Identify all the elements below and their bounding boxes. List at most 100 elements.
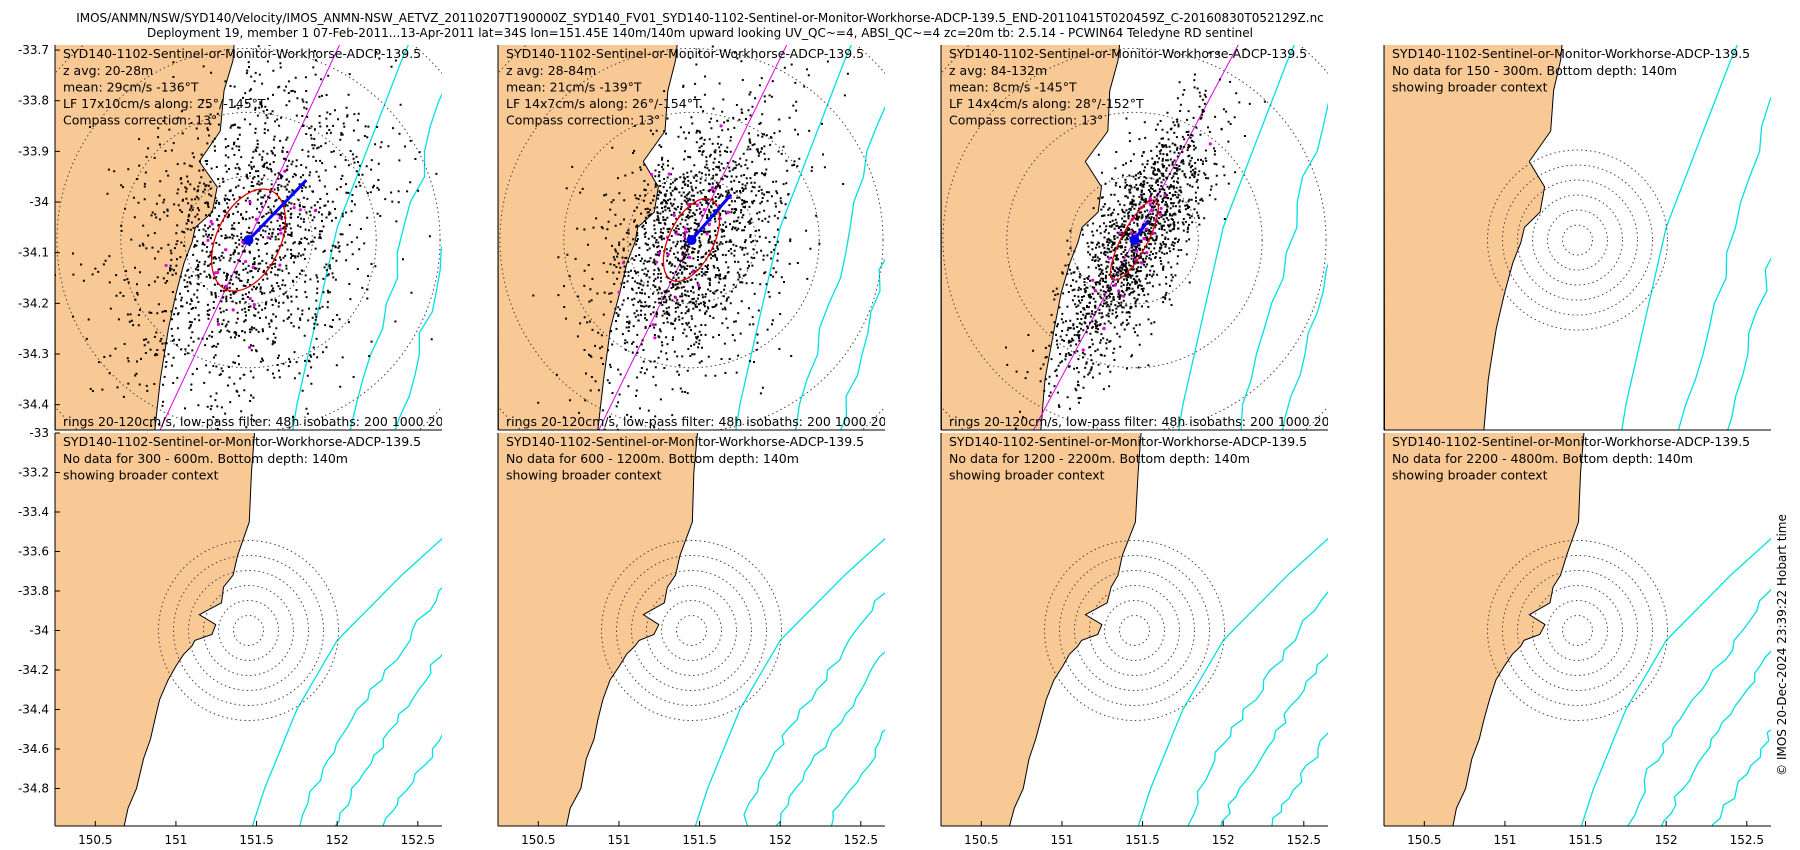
context-ring	[188, 569, 309, 691]
lf-point	[279, 231, 283, 235]
panel-footer: rings 20-120cm/s, low-pass filter: 48h i…	[506, 414, 938, 429]
panel-bottom-2: 150.5 151 151.5 152 152.5 SYD140-1102-Sentine…	[497, 433, 885, 847]
lf-point	[695, 203, 699, 207]
isobath	[829, 729, 885, 826]
panel-top-1: -33.7 -33.8 -33.9 -34 -34.1 -34.2 -34.3 -34.4 SY…	[18, 43, 442, 431]
lf-point	[1208, 142, 1212, 146]
isobath	[1727, 257, 1771, 430]
lf-point	[684, 230, 688, 234]
lf-point	[248, 200, 252, 204]
panel-info-line: showing broader context	[1392, 80, 1548, 95]
context-ring	[646, 584, 737, 676]
isobath	[1677, 96, 1771, 430]
panel-title: SYD140-1102-Sentinel-or-Monitor-Workhors…	[949, 434, 1307, 449]
speed-ring	[563, 111, 820, 369]
panel-top-4: SYD140-1102-Sentinel-or-Monitor-Workhors…	[1383, 45, 1771, 431]
panel-top-3: SYD140-1102-Sentinel-or-Monitor-Workhors…	[940, 45, 1328, 431]
lf-point	[1159, 206, 1163, 211]
panel-info-line: showing broader context	[949, 468, 1105, 483]
panel-info-line: LF 14x7cm/s along: 26°/-154°T	[506, 96, 701, 111]
lf-point	[657, 251, 661, 255]
land	[941, 433, 1142, 826]
speed-ring	[184, 175, 313, 305]
context-ring	[1547, 209, 1608, 271]
context-ring	[1059, 554, 1210, 706]
panel-title: SYD140-1102-Sentinel-or-Monitor-Workhors…	[1392, 46, 1750, 61]
panel-info-line: No data for 150 - 300m. Bottom depth: 14…	[1392, 63, 1677, 78]
lf-point	[1129, 231, 1134, 235]
y-tick-label: -33.9	[18, 144, 49, 158]
lf-point	[702, 208, 706, 212]
isobath	[774, 651, 885, 826]
isobath	[839, 258, 885, 430]
lf-point	[313, 208, 317, 213]
x-tick-label: 151	[1493, 833, 1516, 847]
lf-point	[1150, 209, 1154, 213]
isobath	[1240, 101, 1328, 430]
x-tick-label: 152	[1212, 833, 1235, 847]
panel-info-line: LF 17x10cm/s along: 25°/-145°T	[63, 96, 266, 111]
panel-title: SYD140-1102-Sentinel-or-Monitor-Workhors…	[506, 434, 864, 449]
lf-point	[209, 219, 213, 224]
land	[498, 433, 698, 826]
lf-point	[244, 259, 248, 264]
lf-point	[1158, 212, 1163, 217]
lf-point	[292, 206, 296, 210]
lf-point	[710, 187, 714, 191]
y-tick-label: -34.1	[18, 246, 49, 260]
x-tick-label: 152.5	[401, 833, 435, 847]
isobath	[334, 653, 442, 826]
isobath	[694, 537, 885, 826]
lf-point	[1113, 283, 1117, 287]
lf-point	[653, 336, 657, 340]
lf-point	[650, 172, 654, 177]
lf-point	[231, 308, 235, 312]
lf-point	[278, 216, 282, 220]
isobath	[349, 93, 442, 430]
speed-ring	[942, 48, 1327, 430]
lf-point	[216, 270, 220, 275]
context-ring	[1104, 599, 1165, 661]
isobath	[1627, 588, 1771, 826]
lf-point	[1091, 278, 1095, 282]
y-tick-label: -33.4	[18, 505, 49, 519]
lf-point	[672, 213, 676, 217]
land	[55, 433, 256, 826]
y-tick-label: -34.2	[18, 663, 49, 677]
lf-point	[705, 232, 709, 236]
lf-point	[1117, 289, 1121, 293]
land	[1384, 45, 1563, 430]
x-tick-label: 151.5	[1568, 833, 1602, 847]
lf-point	[278, 263, 282, 267]
lf-point	[696, 283, 701, 287]
lf-point	[667, 172, 671, 176]
context-ring	[1089, 584, 1180, 676]
panel-info-line: No data for 300 - 600m. Bottom depth: 14…	[63, 451, 348, 466]
panel-info-line: No data for 600 - 1200m. Bottom depth: 1…	[506, 451, 799, 466]
context-ring	[601, 539, 782, 721]
lf-point	[707, 222, 711, 227]
context-ring	[158, 539, 339, 721]
lf-point	[1081, 348, 1085, 352]
lf-point	[1163, 193, 1167, 197]
context-ring	[1532, 194, 1623, 286]
x-tick-label: 151.5	[1125, 833, 1159, 847]
y-tick-label: -34.3	[18, 347, 49, 361]
lf-point	[683, 226, 687, 230]
x-tick-label: 151	[607, 833, 630, 847]
panel-info-line: Compass correction: 13°	[506, 113, 660, 128]
context-ring	[233, 614, 264, 646]
panel-info-line: showing broader context	[63, 468, 219, 483]
context-ring	[616, 554, 767, 706]
isobath	[1270, 732, 1328, 826]
context-ring	[1487, 539, 1668, 721]
lf-point	[1107, 256, 1111, 260]
x-tick-label: 150.5	[78, 833, 112, 847]
lf-point	[654, 260, 659, 264]
context-ring	[1074, 569, 1195, 691]
isobath	[251, 537, 442, 826]
lf-point	[216, 322, 221, 326]
scatter-cloud	[55, 45, 438, 430]
watermark: © IMOS 20-Dec-2024 23:39:22 Hobart time	[1775, 514, 1789, 776]
panel-title: SYD140-1102-Sentinel-or-Monitor-Workhors…	[949, 46, 1307, 61]
